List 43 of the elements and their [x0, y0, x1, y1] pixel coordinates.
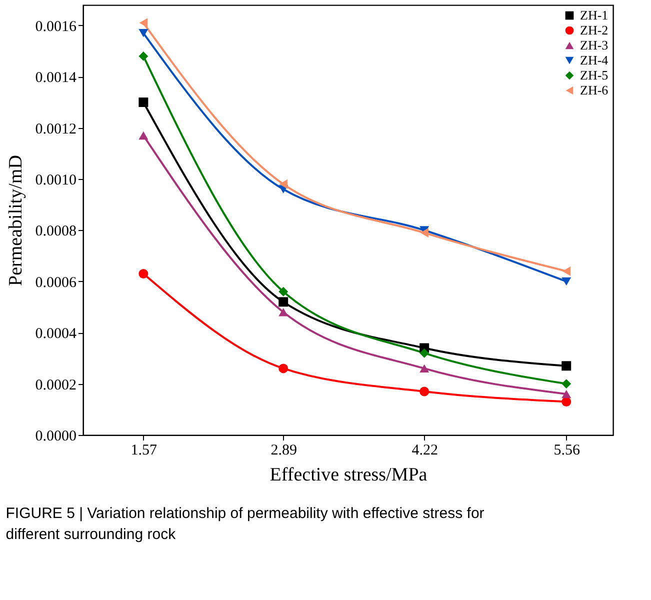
- point: [138, 98, 148, 108]
- point: [562, 390, 572, 398]
- caption: FIGURE 5 | Variation relationship of permeability with effective stress for different surrounding rock: [6, 505, 484, 543]
- legend-label: ZH-2: [580, 22, 608, 38]
- point: [138, 269, 148, 278]
- x-tick-label: 5.56: [554, 442, 580, 458]
- point: [138, 29, 148, 38]
- y-tick-label: 0.0004: [35, 326, 77, 342]
- point: [420, 348, 430, 358]
- y-axis-title: Permeability/mD: [5, 155, 26, 286]
- y-tick-label: 0.0002: [35, 377, 76, 394]
- legend-label: ZH-3: [580, 38, 608, 52]
- point: [138, 51, 148, 61]
- point: [139, 18, 148, 28]
- legend-label: ZH-4: [580, 52, 609, 68]
- point: [420, 386, 430, 396]
- point: [562, 266, 570, 276]
- point: [278, 297, 288, 307]
- legend-label: ZH-5: [580, 68, 608, 82]
- x-axis-title: Effective stress/MPa: [270, 464, 428, 486]
- point: [420, 364, 430, 373]
- x-tick-label: 2.89: [270, 442, 297, 458]
- x-tick-label: 4.22: [412, 442, 438, 458]
- y-tick-label: 0.0000: [35, 428, 76, 444]
- point: [562, 361, 572, 371]
- legend-label: ZH-1: [580, 8, 608, 22]
- x-tick-label: 1.57: [130, 442, 158, 458]
- y-tick-label: 0.0012: [35, 121, 76, 138]
- point: [278, 364, 288, 374]
- y-tick-label: 0.0008: [35, 224, 76, 240]
- y-tick-label: 0.0016: [35, 18, 77, 35]
- point: [562, 277, 572, 286]
- y-tick-label: 0.0014: [35, 70, 77, 86]
- point: [279, 179, 288, 189]
- point: [138, 131, 148, 140]
- y-tick-label: 0.0010: [35, 172, 76, 189]
- point: [562, 379, 572, 389]
- point: [278, 286, 288, 296]
- point: [420, 228, 428, 238]
- point: [278, 308, 288, 316]
- point: [562, 396, 572, 406]
- legend-label: ZH-6: [580, 82, 609, 98]
- y-tick-label: 0.0006: [35, 274, 77, 291]
